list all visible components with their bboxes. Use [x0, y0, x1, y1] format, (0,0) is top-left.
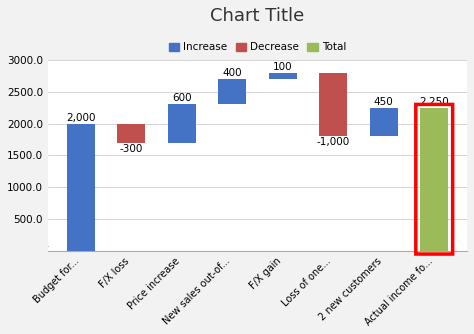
- Text: .: .: [46, 240, 49, 249]
- Text: -1,000: -1,000: [317, 137, 350, 147]
- Bar: [269, 72, 297, 79]
- Bar: [370, 108, 398, 136]
- Text: 450: 450: [374, 97, 393, 107]
- Text: -300: -300: [119, 144, 143, 154]
- Bar: [219, 79, 246, 105]
- Text: 2,000: 2,000: [66, 113, 95, 123]
- Text: 2,250: 2,250: [419, 97, 449, 107]
- Title: Chart Title: Chart Title: [210, 7, 305, 25]
- Text: 400: 400: [222, 68, 242, 78]
- Bar: [67, 124, 95, 251]
- Bar: [319, 72, 347, 136]
- Legend: Increase, Decrease, Total: Increase, Decrease, Total: [164, 38, 351, 57]
- Text: 100: 100: [273, 61, 292, 71]
- Bar: [168, 105, 196, 143]
- Text: 600: 600: [172, 94, 191, 104]
- Bar: [420, 108, 448, 251]
- Bar: [118, 124, 145, 143]
